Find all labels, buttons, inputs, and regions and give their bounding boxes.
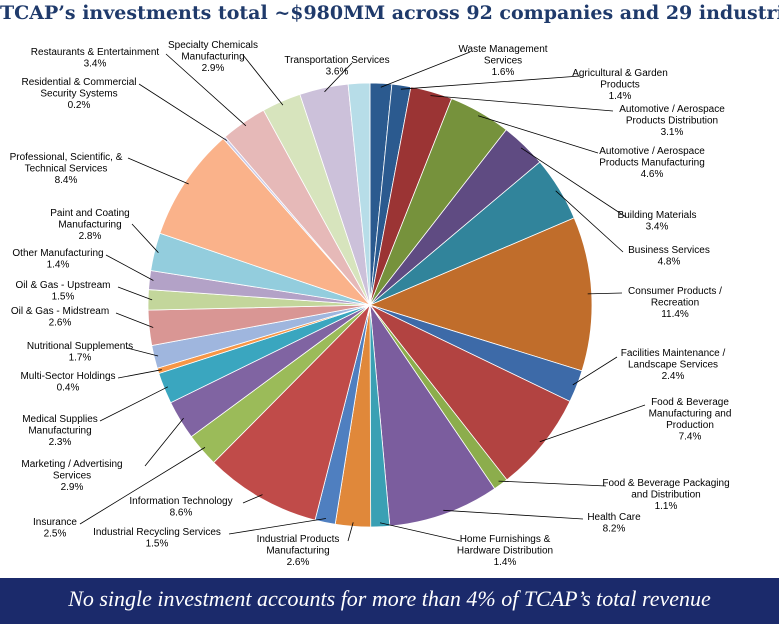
slice-label: Industrial Products Manufacturing 2.6% — [257, 534, 340, 568]
slice-label: Specialty Chemicals Manufacturing 2.9% — [168, 40, 258, 74]
leader-line-9 — [498, 480, 607, 487]
slice-label: Business Services 4.8% — [628, 245, 710, 268]
leader-line-28 — [324, 62, 353, 93]
leader-line-18 — [117, 369, 162, 379]
slice-label: Food & Beverage Manufacturing and Producti… — [649, 397, 732, 443]
slice-label: Insurance 2.5% — [33, 517, 77, 540]
footer-text: No single investment accounts for more t… — [68, 586, 711, 611]
leader-line-0 — [380, 51, 471, 88]
pie-slices — [147, 82, 593, 528]
slice-label: Food & Beverage Packaging and Distributio… — [602, 478, 729, 512]
slice-label: Restaurants & Entertainment 3.4% — [31, 47, 160, 70]
slice-label: Industrial Recycling Services 1.5% — [93, 527, 221, 550]
slice-label: Health Care 8.2% — [587, 512, 641, 535]
slice-label: Multi-Sector Holdings 0.4% — [20, 371, 115, 394]
slice-label: Professional, Scientific, & Technical Ser… — [10, 152, 123, 186]
slice-label: Waste Management Services 1.6% — [458, 44, 547, 78]
slice-label: Nutritional Supplements 1.7% — [27, 341, 133, 364]
leader-line-11 — [380, 522, 461, 542]
leader-line-23 — [131, 223, 159, 253]
slice-label: Facilities Maintenance / Landscape Servic… — [621, 348, 726, 382]
slice-label: Automotive / Aerospace Products Manufactu… — [599, 146, 705, 180]
pie-slice-information-technology — [213, 303, 371, 521]
slice-label: Oil & Gas - Upstream 1.5% — [15, 280, 110, 303]
leader-line-20 — [115, 312, 154, 328]
leader-line-5 — [555, 190, 624, 253]
pie-slice-unlabeled-light-blue — [347, 82, 371, 306]
leader-line-21 — [117, 286, 153, 301]
leader-line-2 — [430, 95, 614, 112]
leader-line-16 — [144, 417, 184, 467]
leader-line-25 — [138, 83, 228, 141]
leader-line-10 — [443, 509, 584, 520]
leader-line-8 — [539, 404, 646, 443]
slice-label: Information Technology 8.6% — [129, 496, 232, 519]
leader-line-7 — [572, 356, 618, 386]
slice-label: Paint and Coating Manufacturing 2.8% — [50, 208, 130, 242]
slice-labels: Waste Management Services 1.6% Agricultural… — [10, 40, 732, 568]
pie-slice-professional-scientific-technical-services — [159, 137, 372, 306]
pie-chart: Waste Management Services 1.6% Agricultural… — [10, 40, 732, 568]
slice-label: Residential & Commercial Security Systems… — [21, 77, 136, 111]
leader-line-3 — [477, 115, 599, 154]
leader-lines — [79, 51, 646, 542]
leader-line-22 — [105, 254, 154, 281]
chart-title: TCAP’s investments total ~$980MM across … — [0, 2, 779, 24]
slice-label: Building Materials 3.4% — [618, 210, 697, 233]
leader-line-27 — [242, 54, 284, 106]
slice-label: Home Furnishings & Hardware Distribution 1… — [457, 534, 553, 568]
pie-slice-food-beverage-manufacturing-and-production — [369, 304, 571, 481]
slice-label: Automotive / Aerospace Products Distribut… — [619, 104, 725, 138]
leader-line-19 — [126, 347, 159, 357]
leader-line-12 — [347, 522, 354, 542]
leader-line-6 — [587, 292, 623, 295]
footer-banner: No single investment accounts for more t… — [0, 578, 779, 624]
leader-line-24 — [127, 157, 189, 185]
leader-line-15 — [79, 447, 206, 525]
leader-line-1 — [400, 75, 581, 90]
slice-label: Transportation Services 3.6% — [284, 55, 389, 78]
leader-line-14 — [242, 494, 263, 504]
slice-label: Consumer Products / Recreation 11.4% — [628, 286, 722, 320]
slice-label: Marketing / Advertising Services 2.9% — [21, 459, 122, 493]
slice-label: Agricultural & Garden Products 1.4% — [572, 68, 668, 102]
leader-line-17 — [99, 386, 169, 422]
slice-label: Other Manufacturing 1.4% — [12, 248, 103, 271]
slice-label: Medical Supplies Manufacturing 2.3% — [22, 414, 98, 448]
leader-line-26 — [165, 53, 247, 127]
slice-label: Oil & Gas - Midstream 2.6% — [11, 306, 109, 329]
leader-line-4 — [520, 147, 627, 218]
leader-line-13 — [228, 518, 326, 535]
